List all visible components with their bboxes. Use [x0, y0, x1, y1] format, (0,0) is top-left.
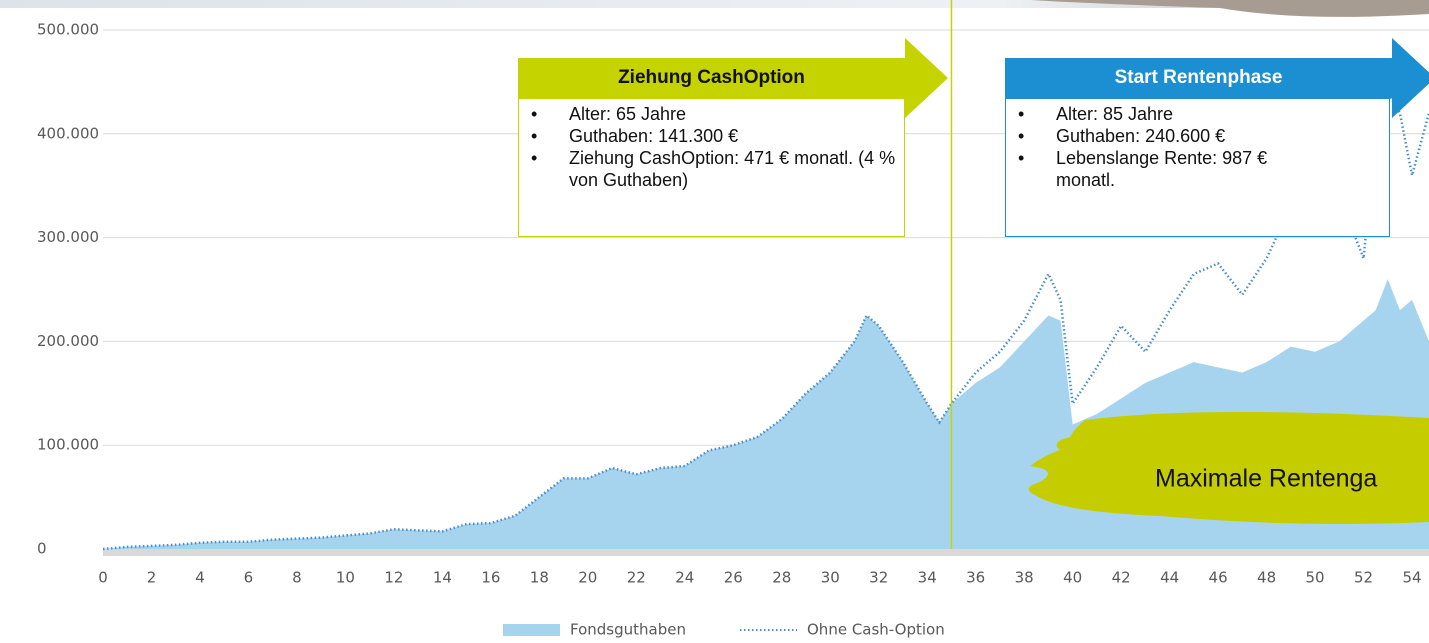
x-tick-label: 16 — [481, 569, 500, 587]
legend-label: Fondsguthaben — [570, 621, 686, 639]
legend-label: Ohne Cash-Option — [807, 621, 945, 639]
x-tick-label: 18 — [530, 569, 549, 587]
x-tick-label: 0 — [98, 569, 108, 587]
callout-item: Alter: 65 Jahre — [531, 103, 896, 125]
callout-item: Guthaben: 240.600 € — [1018, 125, 1286, 147]
x-tick-label: 24 — [675, 569, 694, 587]
callout-item: Lebenslange Rente: 987 € monatl. — [1018, 147, 1286, 191]
highlight-brush — [1028, 411, 1429, 524]
x-tick-label: 34 — [918, 569, 937, 587]
x-tick-label: 30 — [821, 569, 840, 587]
x-tick-label: 42 — [1112, 569, 1131, 587]
x-tick-label: 28 — [772, 569, 791, 587]
x-axis-band — [103, 549, 1429, 556]
x-tick-label: 22 — [627, 569, 646, 587]
legend-swatch — [503, 624, 560, 636]
x-tick-label: 2 — [147, 569, 157, 587]
x-tick-label: 20 — [578, 569, 597, 587]
callout-item: Ziehung CashOption: 471 € monatl. (4 % v… — [531, 147, 896, 191]
highlight-text: Maximale Rentenga — [1155, 465, 1377, 493]
y-tick-label: 100.000 — [37, 436, 99, 454]
x-tick-label: 10 — [336, 569, 355, 587]
x-tick-label: 8 — [292, 569, 302, 587]
x-tick-label: 44 — [1160, 569, 1179, 587]
x-tick-label: 54 — [1402, 569, 1421, 587]
y-tick-label: 300.000 — [37, 228, 99, 246]
photo-corner — [1030, 0, 1429, 17]
x-tick-label: 40 — [1063, 569, 1082, 587]
x-tick-label: 46 — [1209, 569, 1228, 587]
callout-item: Alter: 85 Jahre — [1018, 103, 1286, 125]
callout-title: Start Rentenphase — [1114, 67, 1283, 88]
y-tick-label: 500.000 — [37, 21, 99, 39]
x-tick-label: 52 — [1354, 569, 1373, 587]
y-tick-label: 200.000 — [37, 332, 99, 350]
x-tick-label: 12 — [384, 569, 403, 587]
callout-title: Ziehung CashOption — [618, 67, 805, 88]
callout: Start Rentenphase Alter: 85 JahreGuthabe… — [1005, 38, 1429, 238]
y-tick-label: 400.000 — [37, 124, 99, 142]
x-tick-label: 36 — [966, 569, 985, 587]
x-tick-label: 50 — [1306, 569, 1325, 587]
x-tick-label: 14 — [433, 569, 452, 587]
callout-body: Alter: 65 JahreGuthaben: 141.300 €Ziehun… — [518, 98, 905, 237]
y-tick-label: 0 — [37, 540, 47, 558]
callout: Ziehung CashOption Alter: 65 JahreGuthab… — [518, 38, 948, 238]
x-tick-label: 48 — [1257, 569, 1276, 587]
x-tick-label: 4 — [195, 569, 205, 587]
background-photo — [0, 0, 1429, 8]
callout-item: Guthaben: 141.300 € — [531, 125, 896, 147]
x-tick-label: 26 — [724, 569, 743, 587]
callout-body: Alter: 85 JahreGuthaben: 240.600 €Lebens… — [1005, 98, 1390, 237]
x-tick-label: 6 — [244, 569, 254, 587]
x-tick-label: 32 — [869, 569, 888, 587]
x-tick-label: 38 — [1015, 569, 1034, 587]
